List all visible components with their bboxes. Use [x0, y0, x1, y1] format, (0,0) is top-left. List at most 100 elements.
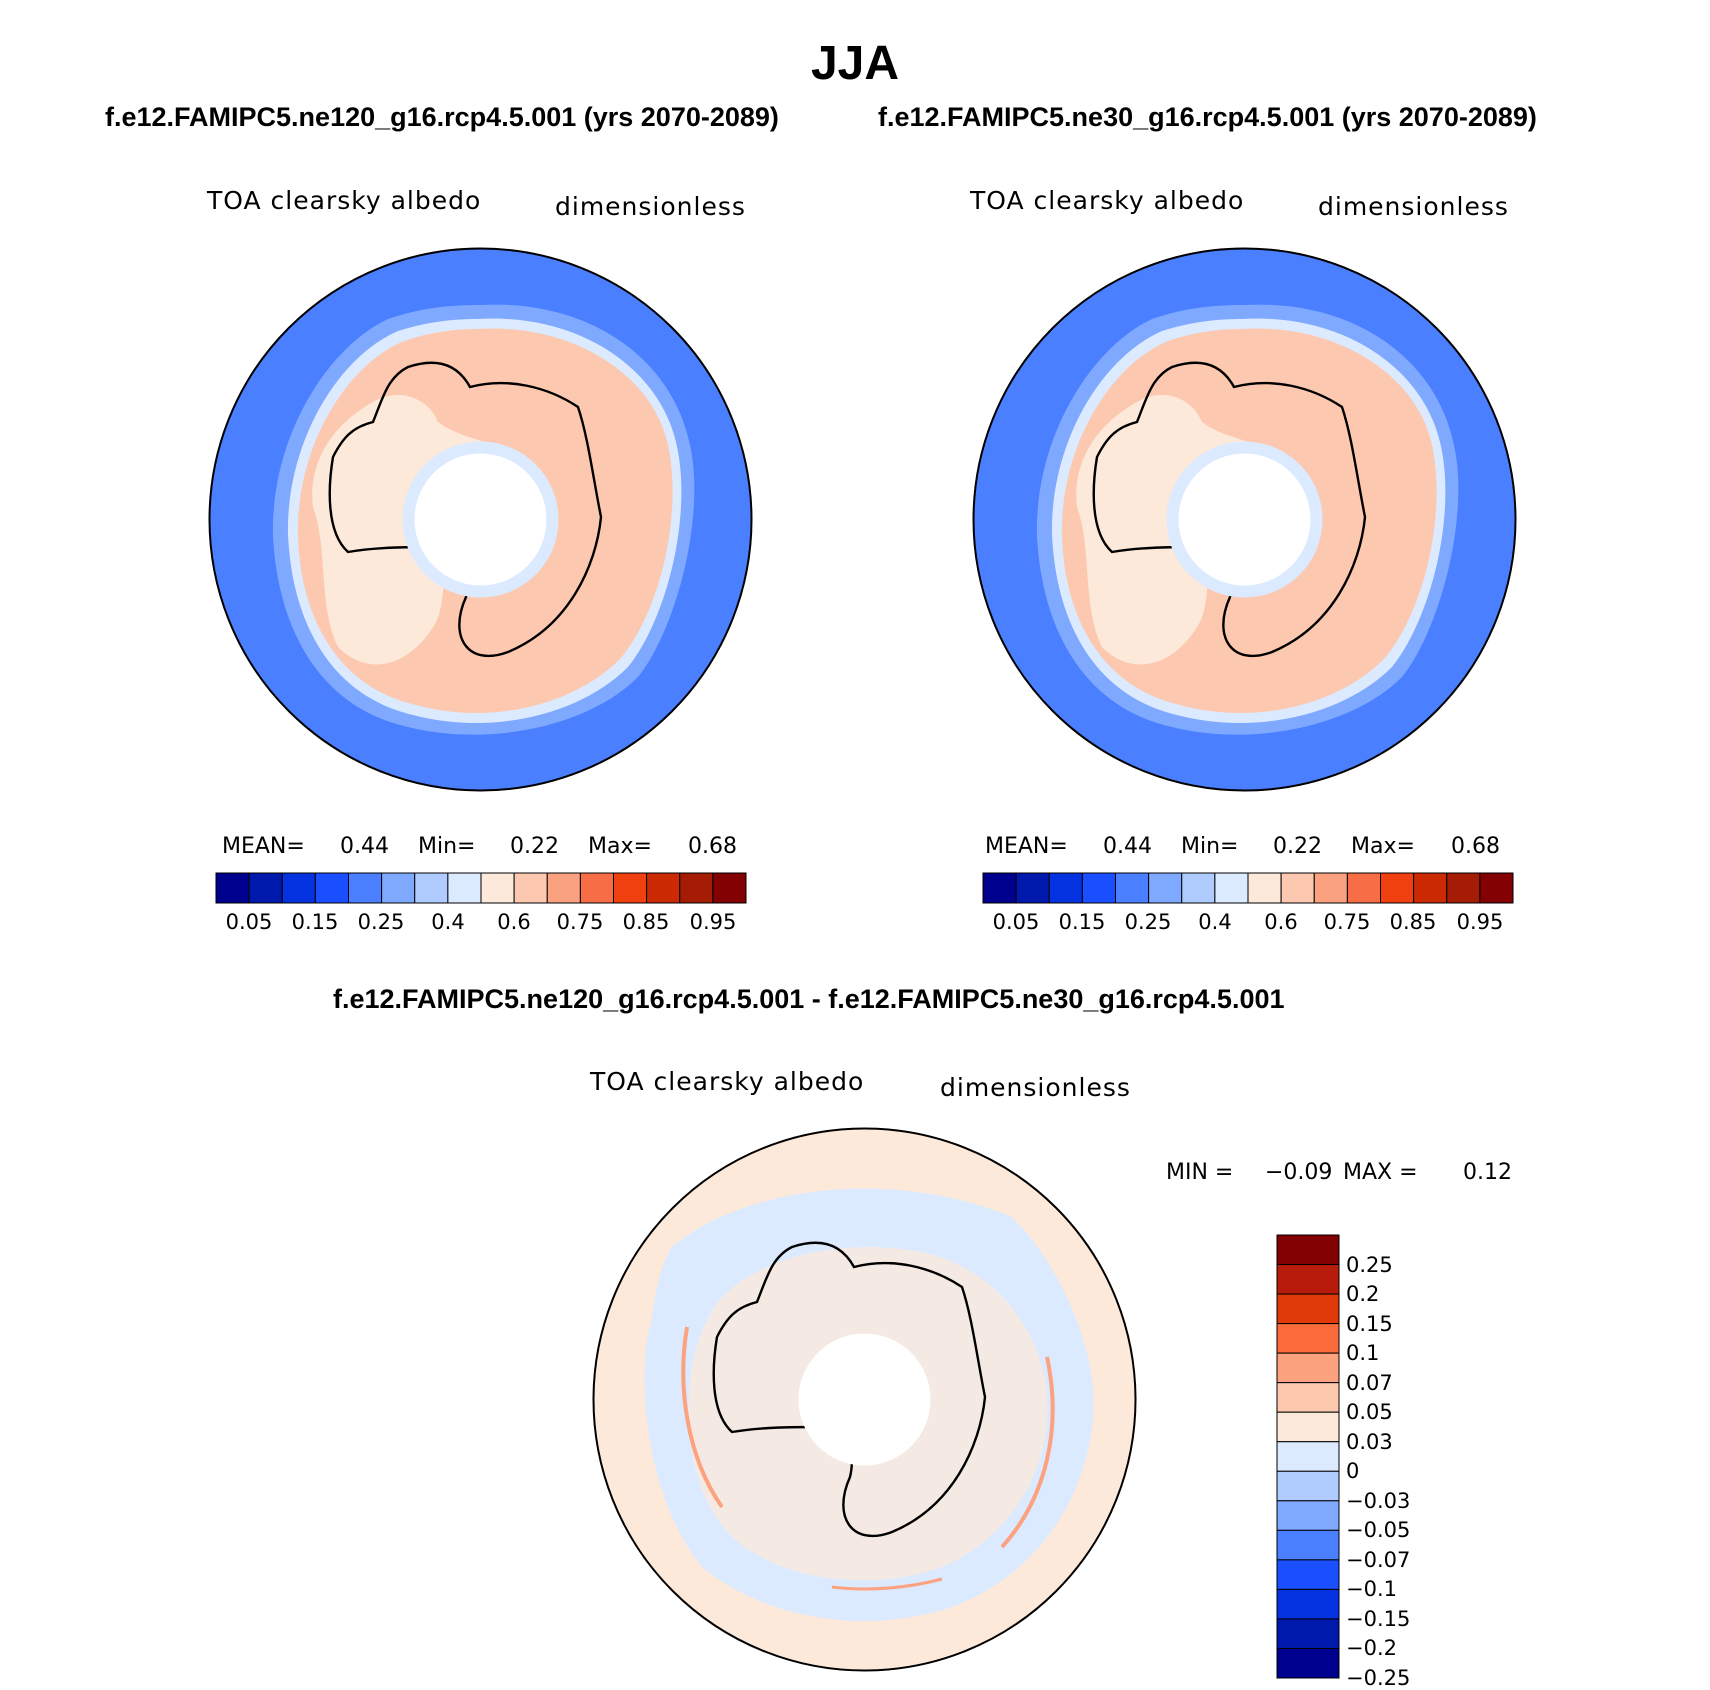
- panel-b-mean: 0.44: [1103, 834, 1152, 859]
- tick: 0.15: [1346, 1311, 1393, 1336]
- colorbar-swatch: [1276, 1323, 1340, 1354]
- tick: 0.25: [357, 910, 405, 934]
- colorbar-swatch: [447, 872, 482, 904]
- panel-a-min-label: Min=: [418, 834, 476, 859]
- colorbar-swatch: [1276, 1470, 1340, 1502]
- colorbar-swatch: [546, 872, 581, 904]
- colorbar-swatch: [513, 872, 548, 904]
- colorbar-swatch: [381, 872, 416, 904]
- diff-positive-streak: [1000, 1356, 1055, 1549]
- colorbar-swatch: [1048, 872, 1083, 904]
- panel-a-variable: TOA clearsky albedo: [207, 186, 482, 215]
- tick: −0.03: [1346, 1488, 1411, 1513]
- diff-positive-streak: [831, 1577, 943, 1591]
- tick: 0.6: [497, 910, 531, 934]
- colorbar-swatch: [1276, 1411, 1340, 1443]
- colorbar-swatch: [1276, 1618, 1340, 1649]
- colorbar-swatch: [1413, 872, 1448, 904]
- tick: 0.05: [225, 910, 273, 934]
- colorbar-swatch: [1276, 1264, 1340, 1295]
- colorbar-swatch: [1276, 1559, 1340, 1590]
- colorbar-swatch: [1446, 872, 1481, 904]
- colorbar-swatch: [414, 872, 449, 904]
- panel-b-colorbar: [982, 872, 1514, 904]
- colorbar-swatch: [1015, 872, 1050, 904]
- colorbar-swatch: [1276, 1352, 1340, 1384]
- colorbar-swatch: [1346, 872, 1381, 904]
- tick: −0.07: [1346, 1547, 1411, 1572]
- diff-colorbar-ticks: 0.25 0.2 0.15 0.1 0.07 0.05 0.03 0 −0.03…: [1346, 1235, 1466, 1690]
- colorbar-swatch: [1276, 1588, 1340, 1620]
- tick: 0.05: [1346, 1400, 1393, 1424]
- tick: 0.25: [1346, 1252, 1393, 1277]
- tick: 0.75: [1323, 910, 1371, 934]
- pole-hole: [798, 1333, 931, 1466]
- colorbar-swatch: [1276, 1647, 1340, 1679]
- tick: −0.05: [1346, 1518, 1411, 1542]
- tick: 0.95: [689, 910, 737, 934]
- diff-positive-streak: [681, 1326, 724, 1509]
- panel-a-map: [208, 247, 753, 792]
- panel-a-mean: 0.44: [340, 834, 389, 859]
- case-b-title: f.e12.FAMIPC5.ne30_g16.rcp4.5.001 (yrs 2…: [878, 102, 1537, 132]
- colorbar-swatch: [480, 872, 515, 904]
- colorbar-swatch: [646, 872, 681, 904]
- figure-title: JJA: [810, 37, 900, 90]
- panel-b-units: dimensionless: [1318, 192, 1509, 221]
- pole-hole: [1178, 453, 1311, 586]
- panel-c-max-label: MAX =: [1343, 1160, 1418, 1185]
- colorbar-swatch: [613, 872, 648, 904]
- colorbar-swatch: [1214, 872, 1249, 904]
- tick: −0.15: [1346, 1606, 1411, 1631]
- panel-a-max-label: Max=: [588, 834, 652, 859]
- tick: 0.2: [1346, 1282, 1380, 1306]
- panel-b-max: 0.68: [1451, 834, 1500, 859]
- panel-c-min-label: MIN =: [1166, 1160, 1234, 1185]
- diff-colorbar: [1276, 1234, 1340, 1679]
- colorbar-swatch: [712, 872, 747, 904]
- pole-hole: [414, 453, 547, 586]
- panel-b-min: 0.22: [1273, 834, 1322, 859]
- panel-c-map: [592, 1127, 1137, 1672]
- panel-a-colorbar-ticks: 0.05 0.15 0.25 0.4 0.6 0.75 0.85 0.95: [216, 910, 746, 940]
- map-border: [972, 247, 1517, 792]
- panel-b-min-label: Min=: [1181, 834, 1239, 859]
- tick: 0.75: [556, 910, 604, 934]
- panel-b-map: [972, 247, 1517, 792]
- colorbar-swatch: [1380, 872, 1415, 904]
- tick: 0.95: [1456, 910, 1504, 934]
- panel-a-colorbar: [215, 872, 747, 904]
- panel-b-colorbar-ticks: 0.05 0.15 0.25 0.4 0.6 0.75 0.85 0.95: [983, 910, 1513, 940]
- colorbar-swatch: [281, 872, 316, 904]
- panel-c-units: dimensionless: [940, 1073, 1131, 1102]
- colorbar-swatch: [215, 872, 250, 904]
- panel-c-variable: TOA clearsky albedo: [590, 1067, 865, 1096]
- antarctica-coastline: [712, 1241, 987, 1538]
- panel-b-max-label: Max=: [1351, 834, 1415, 859]
- panel-a-max: 0.68: [688, 834, 737, 859]
- colorbar-swatch: [1081, 872, 1116, 904]
- colorbar-swatch: [1280, 872, 1315, 904]
- map-border: [208, 247, 753, 792]
- tick: 0.15: [1058, 910, 1106, 934]
- case-a-title: f.e12.FAMIPC5.ne120_g16.rcp4.5.001 (yrs …: [105, 102, 779, 132]
- panel-c-max: 0.12: [1463, 1160, 1512, 1185]
- panel-a-mean-label: MEAN=: [222, 834, 305, 859]
- colorbar-swatch: [1276, 1293, 1340, 1325]
- colorbar-swatch: [1276, 1441, 1340, 1472]
- tick: 0: [1346, 1459, 1360, 1483]
- colorbar-swatch: [348, 872, 383, 904]
- colorbar-swatch: [1148, 872, 1183, 904]
- antarctica-coastline: [328, 361, 603, 658]
- colorbar-swatch: [1181, 872, 1216, 904]
- panel-c-min: −0.09: [1265, 1160, 1333, 1185]
- tick: −0.25: [1346, 1665, 1411, 1690]
- colorbar-swatch: [1276, 1234, 1340, 1266]
- tick: 0.03: [1346, 1429, 1393, 1454]
- colorbar-swatch: [1276, 1500, 1340, 1531]
- tick: 0.85: [622, 910, 670, 934]
- colorbar-swatch: [314, 872, 349, 904]
- colorbar-swatch: [1276, 1382, 1340, 1413]
- tick: 0.07: [1346, 1370, 1393, 1395]
- panel-b-mean-label: MEAN=: [985, 834, 1068, 859]
